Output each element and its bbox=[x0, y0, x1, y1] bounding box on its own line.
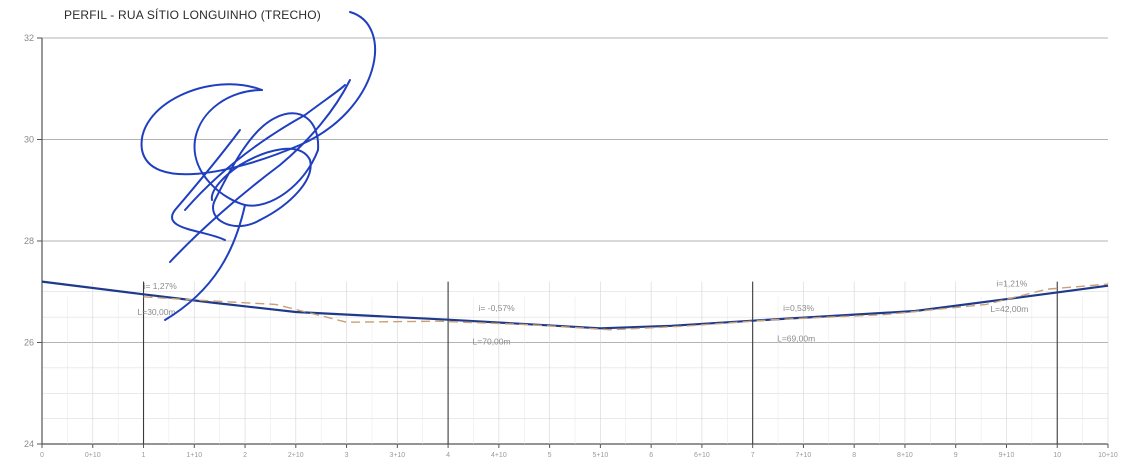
x-tick-label: 1 bbox=[142, 452, 146, 459]
profile-title: PERFIL - RUA SÍTIO LONGUINHO (TRECHO) bbox=[64, 8, 321, 22]
x-tick-label: 2+10 bbox=[288, 452, 304, 459]
x-tick-label: 9 bbox=[954, 452, 958, 459]
signature-stroke bbox=[210, 147, 312, 221]
x-tick-label: 10 bbox=[1053, 452, 1061, 459]
grade-label: i=0,53% bbox=[783, 303, 814, 313]
x-tick-label: 7+10 bbox=[796, 452, 812, 459]
x-tick-label: 6 bbox=[649, 452, 653, 459]
x-tick-label: 0 bbox=[40, 452, 44, 459]
x-tick-label: 2 bbox=[243, 452, 247, 459]
x-tick-label: 4+10 bbox=[491, 452, 507, 459]
x-tick-label: 10+10 bbox=[1098, 452, 1118, 459]
grade-label: i=1,21% bbox=[996, 279, 1027, 289]
x-tick-label: 3 bbox=[345, 452, 349, 459]
signature-stroke bbox=[169, 79, 351, 263]
y-tick-label: 28 bbox=[24, 236, 34, 246]
length-label: L=42,00m bbox=[990, 304, 1028, 314]
signature-stroke bbox=[140, 11, 376, 176]
annotation-layer: i= 1,27% L=30,00m i= -0,57% L=70,00m i=0,53%… bbox=[138, 279, 1029, 347]
x-tick-label: 1+10 bbox=[186, 452, 202, 459]
length-label: L=69,00m bbox=[777, 333, 815, 343]
x-tick-label: 7 bbox=[751, 452, 755, 459]
x-tick-label: 0+10 bbox=[85, 452, 101, 459]
y-tick-label: 30 bbox=[24, 135, 34, 145]
axis-layer: 24 26 28 30 32 0 0+10 1 1+10 2 2+10 3 3+10 4 4+10 5 5+10… bbox=[24, 33, 1118, 459]
grade-label: i= -0,57% bbox=[479, 303, 516, 313]
x-tick-label: 8 bbox=[852, 452, 856, 459]
signature-stroke bbox=[184, 84, 346, 211]
x-tick-label: 5+10 bbox=[592, 452, 608, 459]
y-tick-label: 32 bbox=[24, 33, 34, 43]
x-tick-label: 9+10 bbox=[999, 452, 1015, 459]
signature-stroke bbox=[212, 112, 320, 228]
x-tick-label: 8+10 bbox=[897, 452, 913, 459]
x-tick-label: 6+10 bbox=[694, 452, 710, 459]
x-tick-label: 3+10 bbox=[389, 452, 405, 459]
signature-stroke bbox=[164, 204, 246, 321]
signature-stroke bbox=[171, 129, 241, 241]
y-tick-label: 26 bbox=[24, 338, 34, 348]
y-tick-label: 24 bbox=[24, 439, 34, 449]
grade-label: i= 1,27% bbox=[144, 281, 178, 291]
length-label: L=70,00m bbox=[473, 337, 511, 347]
signature-stroke bbox=[193, 89, 319, 207]
grid-layer bbox=[41, 37, 1109, 445]
x-tick-label: 5 bbox=[548, 452, 552, 459]
handwritten-signature bbox=[140, 11, 376, 321]
series-layer bbox=[41, 280, 1109, 331]
terrain-profile-line bbox=[143, 283, 1109, 331]
length-label: L=30,00m bbox=[138, 307, 176, 317]
x-tick-label: 4 bbox=[446, 452, 450, 459]
